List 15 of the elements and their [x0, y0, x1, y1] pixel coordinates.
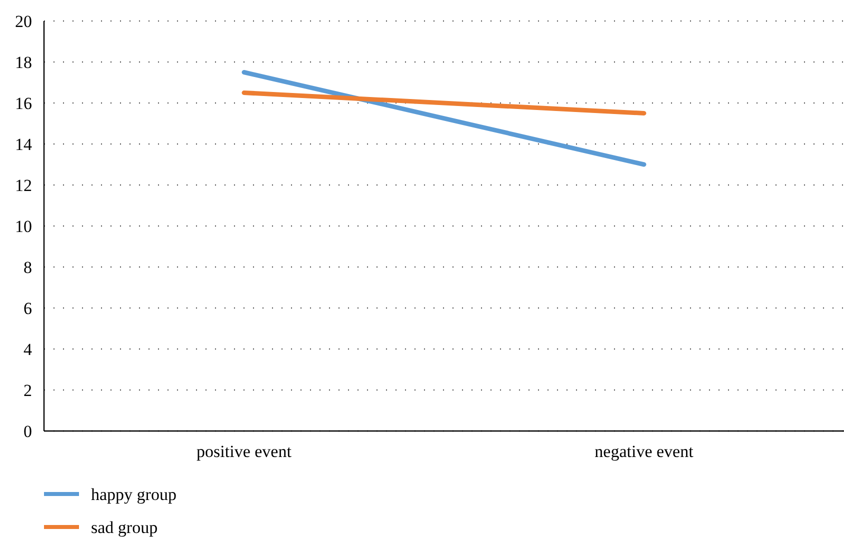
y-tick-label: 6: [24, 298, 32, 318]
y-tick-label: 12: [15, 176, 32, 195]
y-tick-label: 4: [24, 340, 32, 359]
y-tick-label: 0: [24, 422, 32, 441]
y-tick-label: 16: [15, 94, 32, 113]
x-tick-label: positive event: [196, 442, 292, 461]
y-tick-label: 18: [15, 52, 32, 72]
y-tick-label: 14: [15, 134, 32, 154]
x-tick-label: negative event: [594, 442, 694, 461]
y-tick-label: 2: [24, 380, 32, 400]
y-tick-label: 8: [24, 258, 32, 277]
legend-label: sad group: [91, 518, 158, 537]
legend-label: happy group: [91, 484, 176, 504]
y-tick-label: 20: [15, 12, 32, 31]
y-tick-label: 10: [15, 216, 32, 236]
